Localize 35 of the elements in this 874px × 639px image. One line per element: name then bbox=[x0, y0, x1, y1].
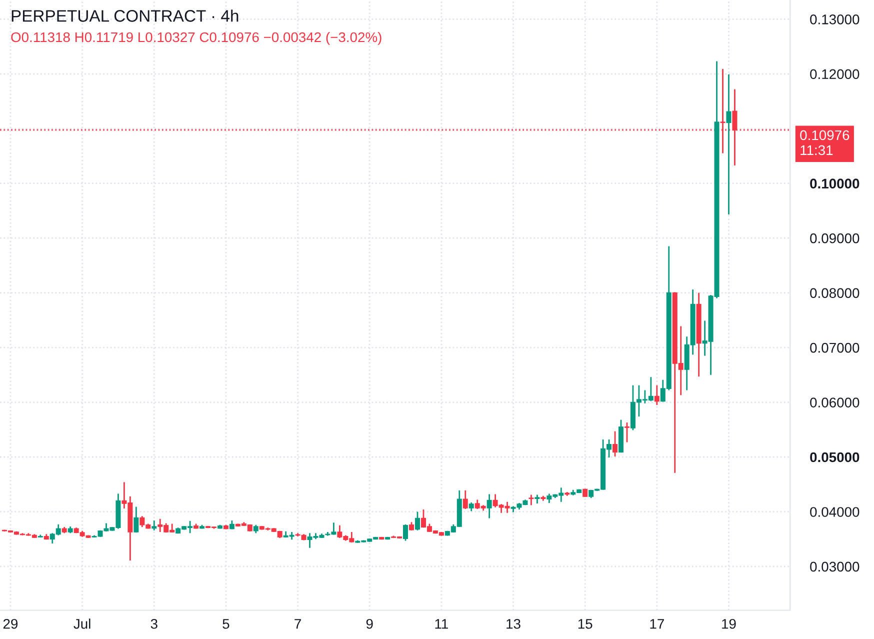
y-tick-label: 0.09000 bbox=[810, 233, 860, 244]
y-tick-label: 0.10000 bbox=[810, 178, 860, 189]
candlestick bbox=[462, 490, 468, 510]
ref-line-label: 0.10976 11:31 bbox=[800, 130, 850, 156]
candlestick bbox=[152, 520, 157, 532]
candlestick bbox=[134, 506, 139, 534]
y-tick-label: 0.08000 bbox=[810, 288, 860, 298]
text: O0.11318 H0.11719 L0.10327 C0.10976 −0.00342 (−3.02%) bbox=[11, 32, 382, 45]
x-tick-label: 19 bbox=[722, 618, 736, 629]
x-tick-label: 15 bbox=[578, 619, 592, 629]
chart-title: PERPETUAL CONTRACT · 4h bbox=[12, 10, 238, 22]
x-tick-label: 13 bbox=[506, 618, 520, 629]
candlestick bbox=[528, 494, 534, 506]
x-tick-label: 17 bbox=[650, 619, 664, 629]
x-tick-label: 9 bbox=[366, 618, 373, 629]
y-tick-label: 0.04000 bbox=[810, 507, 860, 517]
x-tick-label: 11 bbox=[435, 619, 448, 629]
candlestick bbox=[612, 430, 618, 458]
candlestick bbox=[403, 524, 408, 542]
x-tick-label: Jul bbox=[74, 618, 90, 629]
y-tick-label: 0.06000 bbox=[810, 398, 860, 408]
x-tick-label: 29 bbox=[3, 618, 18, 629]
y-tick-label: 0.13000 bbox=[810, 14, 860, 24]
y-tick-label: 0.03000 bbox=[810, 562, 860, 572]
x-tick-label: 3 bbox=[150, 618, 158, 629]
candlestick bbox=[726, 74, 732, 216]
candlestick bbox=[654, 384, 660, 406]
x-tick-label: 5 bbox=[222, 619, 230, 629]
y-tick-label: 0.07000 bbox=[810, 342, 860, 353]
y-tick-label: 0.05000 bbox=[810, 452, 860, 462]
candlestick bbox=[414, 511, 420, 532]
x-tick-label: 7 bbox=[294, 619, 301, 629]
y-tick-label: 0.12000 bbox=[810, 69, 860, 80]
candlestick bbox=[624, 422, 630, 443]
candlestick bbox=[486, 494, 492, 519]
